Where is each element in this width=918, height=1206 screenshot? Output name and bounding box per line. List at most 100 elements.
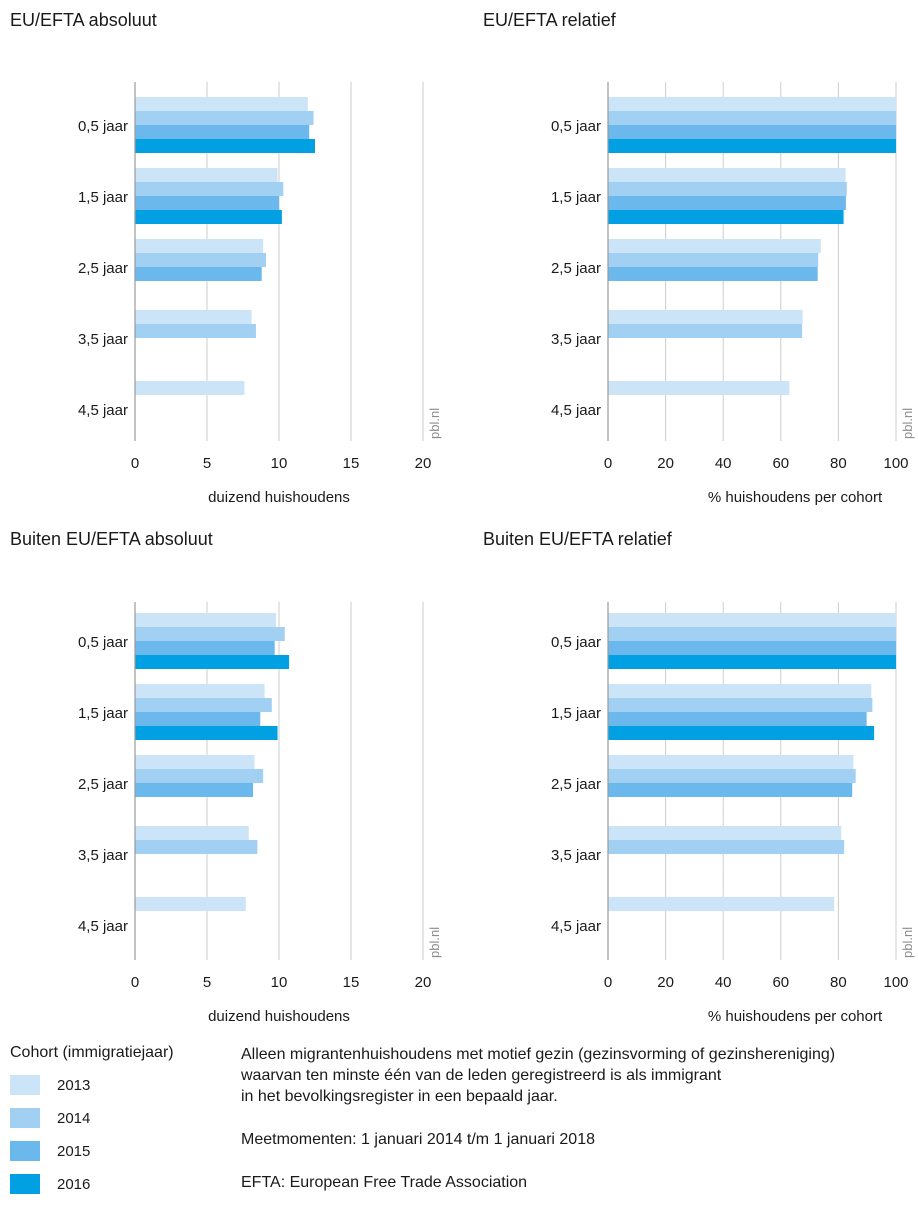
category-label: 1,5 jaar: [78, 705, 128, 722]
bar-2013-1: [135, 168, 278, 182]
bar-2013-2: [608, 755, 854, 769]
bar-2014-0: [135, 627, 285, 641]
tick-label: 0: [131, 974, 139, 991]
x-axis-title: duizend huishoudens: [208, 489, 350, 506]
bar-2014-2: [135, 253, 267, 267]
bar-2014-1: [135, 698, 272, 712]
bar-2013-1: [135, 684, 265, 698]
legend-item-2014: 2014: [10, 1107, 174, 1129]
category-label: 4,5 jaar: [551, 918, 601, 935]
bar-2013-4: [608, 381, 790, 395]
bar-2014-2: [608, 769, 856, 783]
bar-2016-0: [608, 139, 896, 153]
tick-label: 80: [830, 455, 847, 472]
bar-2016-1: [608, 210, 844, 224]
bar-2014-0: [608, 627, 896, 641]
bar-2013-4: [608, 897, 835, 911]
tick-label: 80: [830, 974, 847, 991]
bar-2015-1: [608, 712, 867, 726]
chart-title: EU/EFTA absoluut: [10, 10, 157, 30]
bar-2013-3: [608, 310, 803, 324]
bar-2013-3: [608, 826, 842, 840]
bar-2014-3: [135, 840, 258, 854]
bar-2014-1: [608, 698, 873, 712]
bar-2014-0: [608, 111, 896, 125]
bar-2013-0: [135, 97, 308, 111]
tick-label: 0: [131, 455, 139, 472]
bar-2015-0: [608, 641, 896, 655]
category-label: 1,5 jaar: [551, 705, 601, 722]
source-label: pbl.nl: [900, 408, 915, 439]
category-label: 3,5 jaar: [551, 331, 601, 348]
legend-item-2013: 2013: [10, 1074, 174, 1096]
bar-2014-1: [135, 182, 284, 196]
legend-swatch: [10, 1108, 40, 1128]
chart-title: Buiten EU/EFTA absoluut: [10, 529, 213, 549]
category-label: 1,5 jaar: [551, 189, 601, 206]
bar-2015-0: [135, 125, 310, 139]
bar-2013-1: [608, 684, 872, 698]
tick-label: 100: [883, 974, 908, 991]
category-label: 2,5 jaar: [78, 776, 128, 793]
bar-2013-4: [135, 897, 246, 911]
category-label: 4,5 jaar: [551, 402, 601, 419]
tick-label: 5: [203, 974, 211, 991]
tick-label: 40: [715, 455, 732, 472]
legend-label: 2014: [57, 1109, 91, 1127]
source-label: pbl.nl: [427, 927, 442, 958]
bar-2015-1: [135, 196, 279, 210]
legend-label: 2015: [57, 1142, 91, 1160]
x-axis-title: duizend huishoudens: [208, 1008, 350, 1025]
tick-label: 15: [343, 455, 360, 472]
tick-label: 15: [343, 974, 360, 991]
note-line: in het bevolkingsregister in een bepaald…: [241, 1088, 558, 1105]
legend-label: 2016: [57, 1175, 91, 1193]
bar-2013-0: [135, 613, 277, 627]
bar-2016-1: [608, 726, 875, 740]
bar-2016-0: [135, 139, 315, 153]
tick-label: 20: [657, 974, 674, 991]
tick-label: 0: [604, 974, 612, 991]
bar-2014-1: [608, 182, 847, 196]
bar-2015-1: [135, 712, 261, 726]
legend-label: 2013: [57, 1076, 91, 1094]
chart-title: EU/EFTA relatief: [483, 10, 616, 30]
tick-label: 60: [772, 455, 789, 472]
category-label: 2,5 jaar: [551, 260, 601, 277]
bar-2016-1: [135, 210, 282, 224]
category-label: 0,5 jaar: [551, 118, 601, 135]
bar-2013-2: [608, 239, 821, 253]
legend-item-2015: 2015: [10, 1140, 174, 1162]
x-axis-title: % huishoudens per cohort: [708, 489, 883, 506]
bar-2015-2: [135, 783, 254, 797]
note-line: EFTA: European Free Trade Association: [241, 1174, 528, 1191]
bar-2015-2: [608, 783, 853, 797]
bar-2015-2: [608, 267, 818, 281]
bar-2014-3: [608, 840, 845, 854]
tick-label: 0: [604, 455, 612, 472]
bar-2013-3: [135, 826, 249, 840]
x-axis-title: % huishoudens per cohort: [708, 1008, 883, 1025]
bar-2013-1: [608, 168, 846, 182]
category-label: 2,5 jaar: [551, 776, 601, 793]
category-label: 0,5 jaar: [78, 634, 128, 651]
legend-swatch: [10, 1174, 40, 1194]
tick-label: 10: [271, 455, 288, 472]
legend: Cohort (immigratiejaar) 2013 2014 2015 2…: [10, 1044, 174, 1206]
source-label: pbl.nl: [427, 408, 442, 439]
bar-2014-2: [135, 769, 264, 783]
category-label: 4,5 jaar: [78, 918, 128, 935]
tick-label: 60: [772, 974, 789, 991]
bar-2013-0: [608, 97, 896, 111]
chart-notes: Alleen migrantenhuishoudens met motief g…: [241, 1044, 835, 1193]
source-label: pbl.nl: [900, 927, 915, 958]
bar-2013-4: [135, 381, 245, 395]
legend-swatch: [10, 1141, 40, 1161]
bar-2015-1: [608, 196, 846, 210]
legend-swatch: [10, 1075, 40, 1095]
bar-2016-0: [608, 655, 896, 669]
category-label: 3,5 jaar: [78, 847, 128, 864]
